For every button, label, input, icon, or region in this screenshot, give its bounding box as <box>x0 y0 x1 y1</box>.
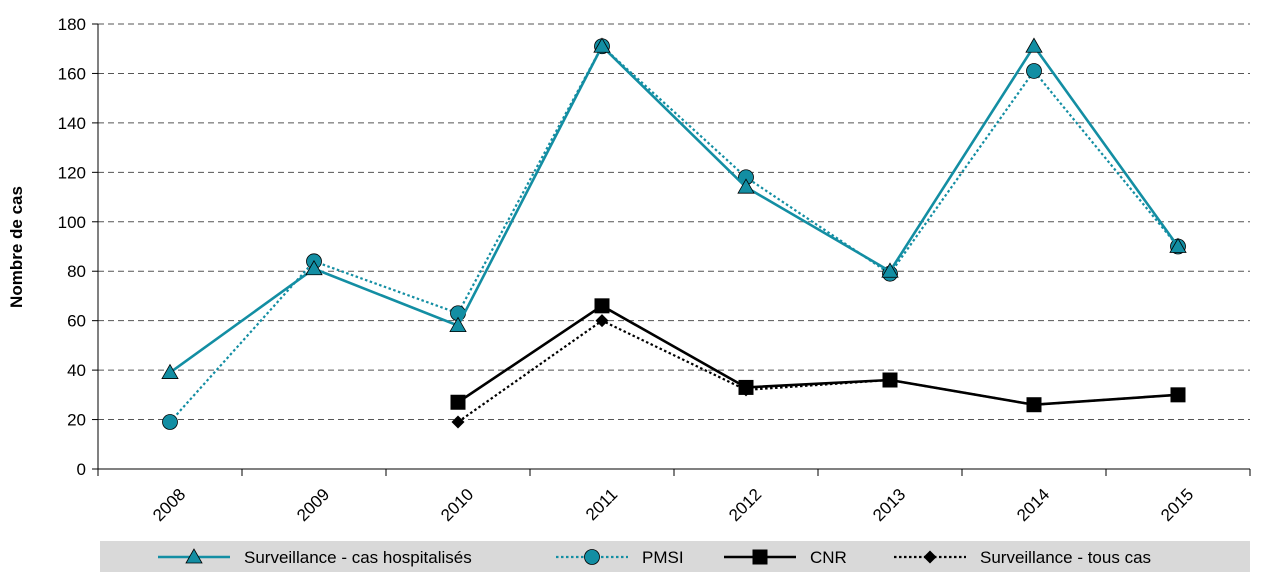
data-point <box>450 394 466 410</box>
data-point <box>738 379 754 395</box>
y-tick-label: 100 <box>58 213 86 232</box>
series-surveillance-cas-hospitalis-s <box>161 37 1187 379</box>
data-point <box>1170 387 1186 403</box>
series-cnr <box>450 298 1186 413</box>
y-tick-label: 40 <box>67 361 86 380</box>
x-tick-label: 2010 <box>437 485 477 525</box>
x-tick-label: 2015 <box>1157 485 1197 525</box>
data-point <box>451 415 465 429</box>
data-point <box>595 314 609 328</box>
data-point <box>305 259 323 276</box>
legend-marker <box>185 548 203 564</box>
y-tick-label: 0 <box>77 460 86 479</box>
y-tick-label: 180 <box>58 15 86 34</box>
x-tick-labels: 2008 2009 2010 2011 2012 2013 2014 2015 <box>149 485 1197 525</box>
data-point <box>1169 237 1187 253</box>
x-tick-label: 2009 <box>293 485 333 525</box>
x-tick-label: 2014 <box>1013 485 1053 525</box>
data-point <box>882 372 898 388</box>
data-point <box>1025 37 1043 53</box>
y-tick-labels: 0 20 40 60 80 100 120 140 160 180 <box>58 15 86 479</box>
series-pmsi <box>162 38 1186 430</box>
y-tick-label: 80 <box>67 262 86 281</box>
series-group <box>161 37 1187 430</box>
legend: Surveillance - cas hospitalisés PMSI CNR Su… <box>100 541 1250 572</box>
series-line <box>457 304 1179 407</box>
legend-label: CNR <box>810 548 847 567</box>
legend-background <box>100 541 1250 572</box>
data-point <box>593 37 611 53</box>
y-tick-label: 120 <box>58 163 86 182</box>
y-axis-label: Nombre de cas <box>7 186 26 308</box>
data-point <box>594 298 610 314</box>
axes <box>92 23 1251 476</box>
data-point <box>737 178 755 194</box>
series-line <box>169 44 1179 423</box>
legend-label: Surveillance - tous cas <box>980 548 1151 567</box>
y-tick-label: 140 <box>58 114 86 133</box>
data-point <box>162 414 178 430</box>
series-line <box>169 43 1180 374</box>
data-point <box>1026 397 1042 413</box>
legend-marker <box>752 549 768 565</box>
series-surveillance-tous-cas <box>451 314 1185 429</box>
x-tick-label: 2013 <box>869 485 909 525</box>
legend-marker <box>584 549 600 565</box>
legend-label: Surveillance - cas hospitalisés <box>244 548 472 567</box>
x-tick-label: 2011 <box>582 485 621 524</box>
data-point <box>161 363 179 379</box>
data-point <box>449 316 467 333</box>
legend-label: PMSI <box>642 548 684 567</box>
x-tick-label: 2008 <box>149 485 189 525</box>
legend-marker <box>923 550 937 564</box>
data-point <box>1026 63 1042 79</box>
y-tick-label: 160 <box>58 64 86 83</box>
data-point <box>881 262 899 278</box>
x-tick-label: 2012 <box>725 485 765 525</box>
gridlines <box>98 23 1250 421</box>
series-line <box>457 319 1179 423</box>
y-tick-label: 60 <box>67 312 86 331</box>
y-tick-label: 20 <box>67 411 86 430</box>
